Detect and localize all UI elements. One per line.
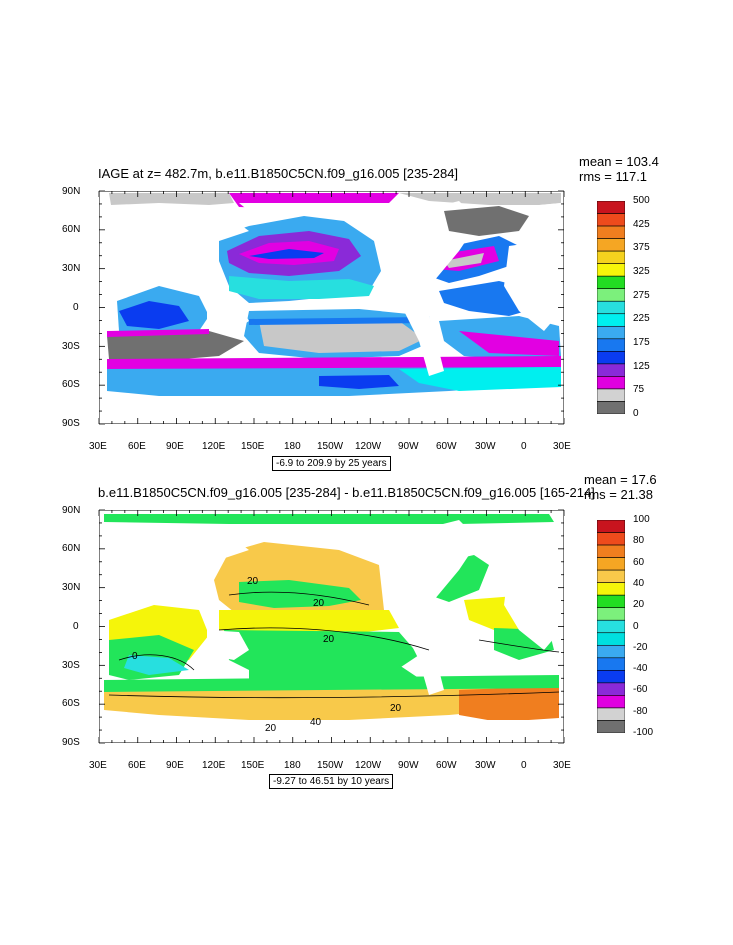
p1-lon-label: 0 (521, 441, 527, 452)
colorbar-label: -80 (633, 705, 648, 717)
p2-lat-label: 60S (62, 698, 80, 709)
colorbar-label: -100 (633, 727, 654, 738)
p2-contour-label: 20 (247, 576, 259, 587)
p2-arctic (104, 514, 554, 524)
p1-lon-label: 150W (317, 441, 344, 452)
panel2-rms: rms = 21.38 (584, 487, 654, 502)
p2-range-label: -9.27 to 46.51 by 10 years (269, 774, 394, 789)
p2-contour-label: 40 (310, 717, 322, 728)
p1-lat-label: 60S (62, 379, 80, 390)
p1-arctic-dark (444, 206, 529, 236)
colorbar-label: 100 (633, 514, 650, 525)
colorbar-label: 40 (633, 577, 645, 589)
p1-lat-label: 90N (62, 186, 81, 197)
p1-australia (207, 301, 249, 331)
p1-arctic-grey (109, 193, 234, 205)
p2-lon-label: 90E (166, 760, 184, 771)
p1-lon-label: 90E (166, 441, 184, 452)
p2-lat-label: 30N (62, 582, 81, 593)
p2-colorbar (597, 520, 625, 733)
p1-lon-label: 30E (553, 441, 571, 452)
p1-lon-label: 30W (475, 441, 496, 452)
p2-contour-label: 20 (323, 634, 335, 645)
p2-lon-label: 60W (436, 760, 457, 771)
p2-lon-label: 150W (317, 760, 344, 771)
p1-lat-label: 30N (62, 263, 81, 274)
p2-contour-label: 20 (265, 723, 277, 734)
p2-lon-label: 0 (521, 760, 527, 771)
colorbar-label: 80 (633, 535, 645, 547)
panel2-map (99, 510, 564, 743)
p1-lon-label: 60W (436, 441, 457, 452)
p1-lat-label: 90S (62, 418, 80, 429)
p1-americas (389, 201, 479, 376)
p2-lat-label: 30S (62, 660, 80, 671)
p2-lat-label: 90S (62, 737, 80, 748)
p2-contour-label: 20 (390, 703, 402, 714)
p2-lon-label: 30E (553, 760, 571, 771)
p2-lon-label: 90W (398, 760, 419, 771)
p2-lon-label: 30E (89, 760, 107, 771)
colorbar-label: 0 (633, 408, 639, 419)
p1-lat-label: 30S (62, 341, 80, 352)
p2-lon-label: 60E (128, 760, 146, 771)
colorbar-label: 175 (633, 337, 650, 348)
colorbar-label: 125 (633, 360, 650, 372)
p1-africa (504, 241, 561, 331)
colorbar-label: 75 (633, 384, 645, 396)
panel1-rms: rms = 117.1 (579, 169, 648, 184)
p2-contour-label: 0 (132, 651, 138, 662)
colorbar-label: 500 (633, 195, 650, 206)
p1-lon-label: 180 (284, 441, 301, 452)
p1-colorbar (597, 201, 625, 414)
p2-lat-label: 90N (62, 505, 81, 516)
p1-lat-label: 60N (62, 224, 81, 235)
panel1-map (99, 191, 564, 424)
colorbar-label: 275 (633, 289, 650, 301)
panel2-mean: mean = 17.6 (584, 472, 657, 487)
colorbar-label: 425 (633, 218, 650, 230)
colorbar-label: 0 (633, 620, 639, 632)
colorbar-label: 20 (633, 599, 645, 611)
colorbar-label: -20 (633, 641, 648, 653)
p2-contour-label: 20 (313, 598, 325, 609)
p2-lon-label: 30W (475, 760, 496, 771)
p1-lon-label: 90W (398, 441, 419, 452)
p1-lon-label: 60E (128, 441, 146, 452)
p1-lon-label: 150E (241, 441, 265, 452)
colorbar-label: 325 (633, 266, 650, 277)
p1-lon-label: 120E (202, 441, 226, 452)
p2-lon-label: 120W (355, 760, 382, 771)
p2-lat-label: 0 (73, 621, 79, 632)
p1-lon-label: 120W (355, 441, 382, 452)
panel1-title: IAGE at z= 482.7m, b.e11.B1850C5CN.f09_g… (98, 166, 459, 181)
colorbar-label: 225 (633, 313, 650, 325)
panel1-mean: mean = 103.4 (579, 154, 659, 169)
p2-lon-label: 150E (241, 760, 265, 771)
p2-lat-label: 60N (62, 543, 81, 554)
p1-range-label: -6.9 to 209.9 by 25 years (272, 456, 391, 471)
colorbar-label: 375 (633, 242, 650, 254)
colorbar-label: -40 (633, 663, 648, 675)
p2-lon-label: 180 (284, 760, 301, 771)
colorbar-label: 60 (633, 556, 645, 568)
p1-lon-label: 30E (89, 441, 107, 452)
colorbar-label: -60 (633, 684, 648, 696)
panel2-title: b.e11.B1850C5CN.f09_g16.005 [235-284] - … (98, 485, 595, 500)
p2-lon-label: 120E (202, 760, 226, 771)
p1-lat-label: 0 (73, 302, 79, 313)
p1-asia (99, 209, 249, 241)
